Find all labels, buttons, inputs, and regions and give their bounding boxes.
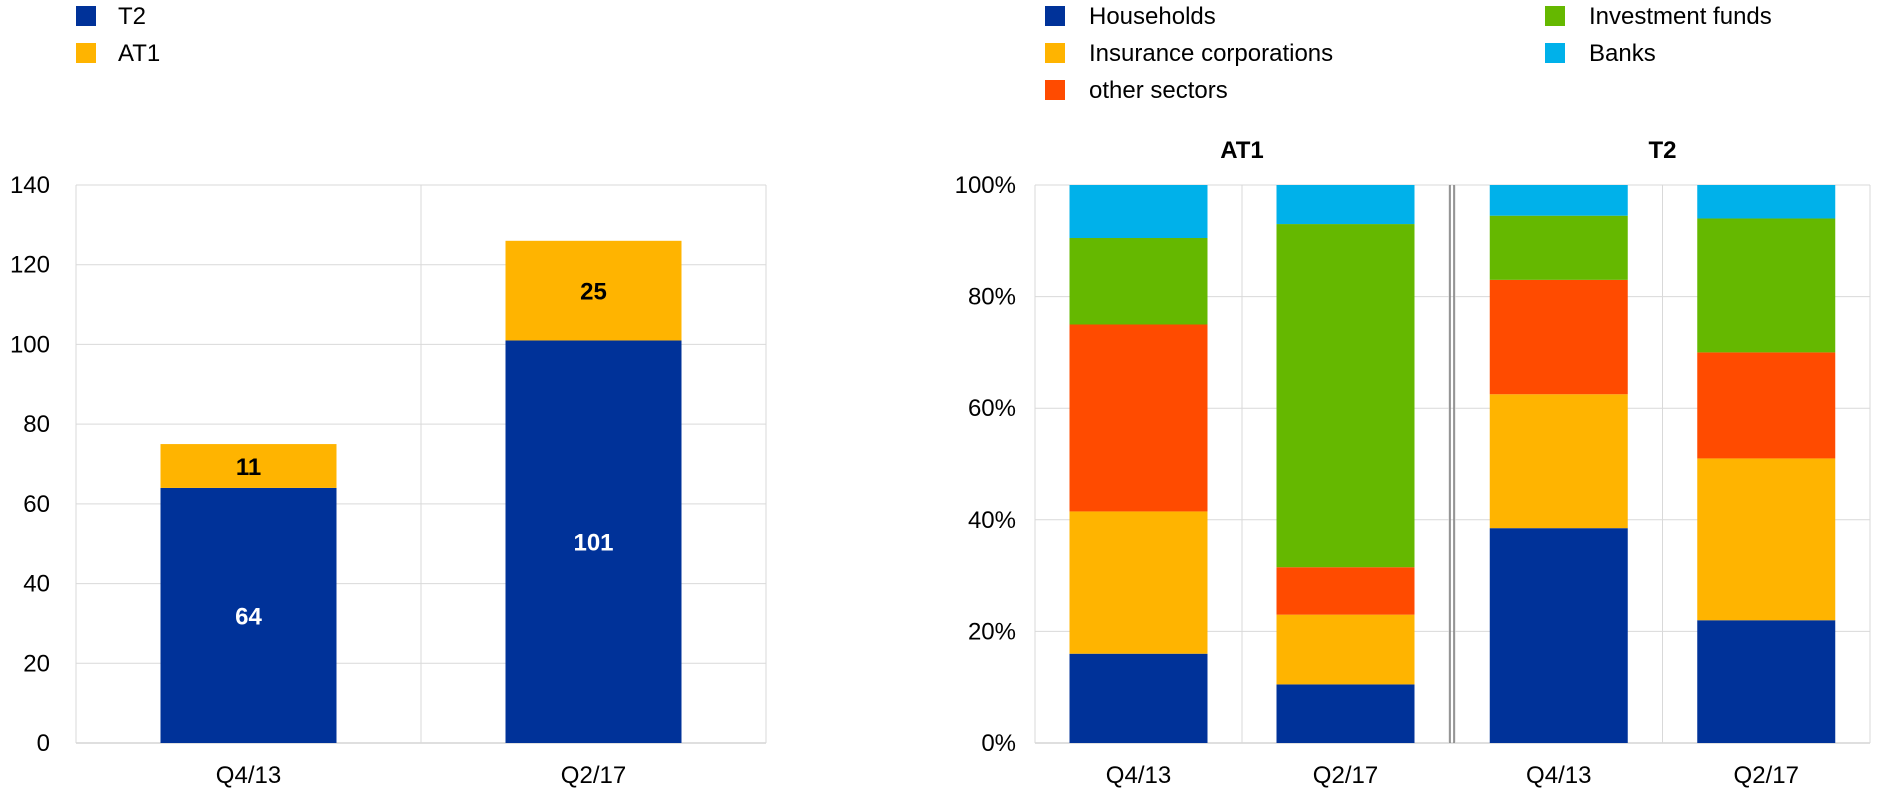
left-data-label-at1-q2-17: 25 [580, 279, 607, 306]
right-xtick-label-t2-q4-13: Q4/13 [1526, 762, 1591, 789]
left-xtick-label-q2-17: Q2/17 [561, 762, 626, 789]
right-bar-t2-q2-17-investment-funds [1697, 218, 1836, 353]
right-bar-at1-q2-17-banks [1276, 185, 1415, 225]
left-legend-swatch-at1 [76, 43, 96, 63]
left-ytick-label-0: 0 [37, 730, 50, 757]
right-bar-at1-q4-13-households [1069, 653, 1208, 743]
left-data-label-t2-q4-13: 64 [235, 603, 262, 630]
left-ytick-label-60: 60 [23, 491, 50, 518]
left-ytick-label-40: 40 [23, 571, 50, 598]
right-ytick-label-60: 60% [968, 395, 1016, 422]
right-legend-swatch-banks [1545, 43, 1565, 63]
left-bar-t2-q2-17 [505, 340, 682, 743]
right-bar-t2-q4-13-households [1489, 528, 1628, 743]
left-data-label-t2-q2-17: 101 [573, 530, 613, 557]
right-xtick-label-at1-q4-13: Q4/13 [1106, 762, 1171, 789]
right-bar-at1-q2-17-insurance-corporations [1276, 614, 1415, 685]
right-ytick-label-80: 80% [968, 284, 1016, 311]
right-legend-label-investment-funds: Investment funds [1589, 3, 1772, 30]
right-bar-at1-q2-17-investment-funds [1276, 224, 1415, 568]
right-bar-at1-q4-13-other-sectors [1069, 324, 1208, 512]
right-bar-t2-q4-13-other-sectors [1489, 279, 1628, 395]
right-legend-swatch-insurance-corporations [1045, 43, 1065, 63]
right-legend-swatch-investment-funds [1545, 6, 1565, 26]
right-bar-t2-q4-13-banks [1489, 185, 1628, 216]
left-legend-label-t2: T2 [118, 3, 146, 30]
left-ytick-label-120: 120 [10, 252, 50, 279]
left-data-label-at1-q4-13: 11 [236, 454, 261, 481]
right-bar-at1-q4-13-insurance-corporations [1069, 511, 1208, 654]
right-bar-at1-q2-17-households [1276, 684, 1415, 743]
left-bar-at1-q4-13 [160, 444, 337, 488]
right-legend-label-households: Households [1089, 3, 1216, 30]
right-ytick-label-100: 100% [955, 172, 1016, 199]
left-ytick-label-100: 100 [10, 331, 50, 358]
left-legend-swatch-t2 [76, 6, 96, 26]
left-legend-label-at1: AT1 [118, 40, 160, 67]
right-legend-swatch-other-sectors [1045, 80, 1065, 100]
left-ytick-label-140: 140 [10, 172, 50, 199]
right-xtick-label-t2-q2-17: Q2/17 [1734, 762, 1799, 789]
right-bar-t2-q4-13-insurance-corporations [1489, 394, 1628, 529]
right-legend-label-other-sectors: other sectors [1089, 77, 1228, 104]
left-ytick-label-20: 20 [23, 650, 50, 677]
left-ytick-label-80: 80 [23, 411, 50, 438]
left-bar-t2-q4-13 [160, 487, 337, 743]
right-bar-t2-q2-17-insurance-corporations [1697, 458, 1836, 621]
right-bar-at1-q4-13-banks [1069, 185, 1208, 239]
right-ytick-label-40: 40% [968, 507, 1016, 534]
right-ytick-label-20: 20% [968, 618, 1016, 645]
right-bar-t2-q2-17-households [1697, 620, 1836, 743]
left-bar-at1-q2-17 [505, 240, 682, 341]
right-bar-at1-q2-17-other-sectors [1276, 567, 1415, 615]
right-xtick-label-at1-q2-17: Q2/17 [1313, 762, 1378, 789]
right-legend-label-insurance-corporations: Insurance corporations [1089, 40, 1333, 67]
right-bar-t2-q2-17-banks [1697, 185, 1836, 219]
right-ytick-label-0: 0% [981, 730, 1016, 757]
right-legend-label-banks: Banks [1589, 40, 1656, 67]
right-group-title-at1: AT1 [1220, 137, 1264, 164]
right-legend-swatch-households [1045, 6, 1065, 26]
right-bar-at1-q4-13-investment-funds [1069, 238, 1208, 325]
right-bar-t2-q4-13-investment-funds [1489, 215, 1628, 280]
right-group-title-t2: T2 [1648, 137, 1676, 164]
right-bar-t2-q2-17-other-sectors [1697, 352, 1836, 459]
left-xtick-label-q4-13: Q4/13 [216, 762, 281, 789]
